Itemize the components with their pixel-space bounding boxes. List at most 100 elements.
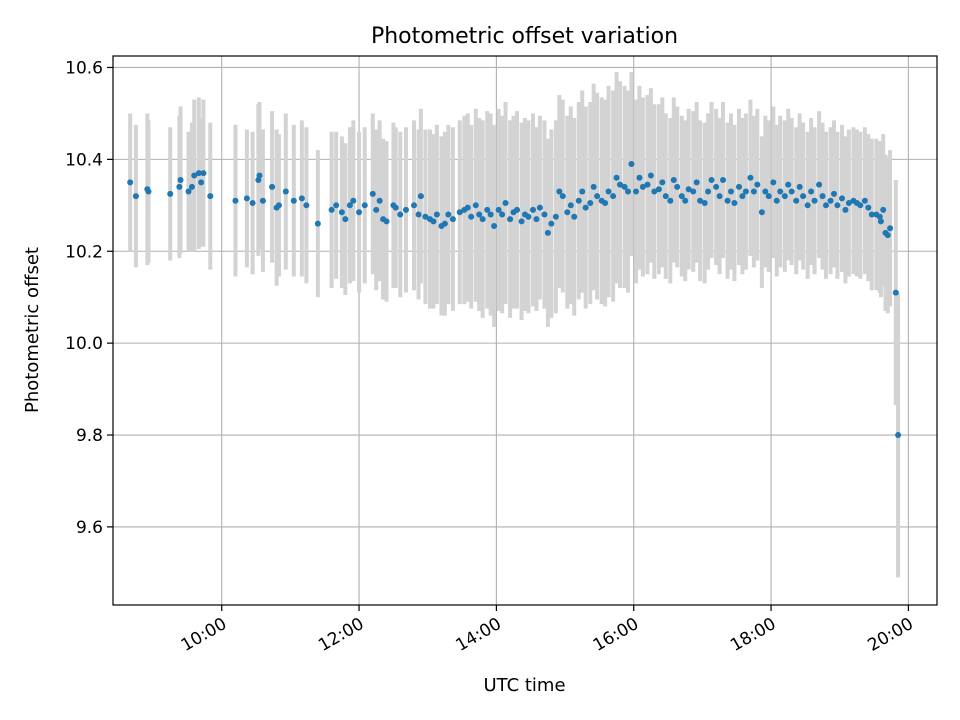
data-point [507, 216, 514, 223]
data-point [747, 174, 754, 181]
data-point [705, 188, 712, 195]
data-point [731, 200, 738, 207]
data-point [697, 197, 704, 204]
data-point [644, 181, 651, 188]
data-point [625, 188, 631, 195]
data-point [132, 193, 139, 200]
y-tick-label: 10.0 [65, 334, 103, 354]
data-point [145, 188, 152, 195]
data-point [361, 202, 368, 209]
data-point [659, 179, 666, 186]
data-point [816, 181, 823, 188]
data-points [127, 160, 902, 439]
data-point [693, 179, 700, 186]
data-point [827, 197, 834, 204]
data-point [719, 177, 726, 184]
data-point [464, 204, 471, 211]
data-point [728, 188, 734, 195]
data-point [441, 220, 448, 227]
data-point [587, 200, 594, 207]
data-point [255, 177, 262, 184]
data-point [811, 197, 818, 204]
data-point [670, 177, 677, 184]
data-point [777, 188, 784, 195]
data-point [633, 188, 640, 195]
data-point [594, 193, 601, 200]
data-point [198, 179, 205, 186]
data-point [167, 190, 174, 197]
data-point [269, 183, 276, 190]
data-point [842, 206, 849, 213]
data-point [796, 183, 803, 190]
data-point [356, 209, 363, 216]
data-point [708, 177, 715, 184]
data-point [369, 190, 376, 197]
data-point [422, 213, 429, 220]
data-point [845, 200, 852, 207]
data-point [575, 197, 582, 204]
data-point [834, 202, 841, 209]
data-point [605, 188, 612, 195]
data-point [303, 202, 310, 209]
data-point [639, 183, 646, 190]
data-point [819, 193, 826, 200]
data-point [571, 213, 578, 220]
data-point [456, 209, 463, 216]
data-point [773, 197, 780, 204]
data-point [417, 193, 424, 200]
data-point [259, 197, 266, 204]
data-point [667, 197, 674, 204]
y-tick-label: 9.8 [76, 426, 103, 446]
data-point [636, 174, 643, 181]
data-point [750, 188, 757, 195]
data-point [346, 202, 353, 209]
data-point [328, 206, 335, 213]
data-point [433, 211, 440, 218]
data-point [831, 190, 837, 197]
y-tick-label: 10.6 [65, 58, 103, 78]
data-point [822, 202, 829, 209]
data-point [541, 211, 548, 218]
data-point [176, 183, 183, 190]
data-point [685, 186, 692, 193]
data-point [556, 188, 563, 195]
data-point [808, 188, 815, 195]
data-point [884, 232, 891, 239]
data-point [495, 206, 502, 213]
data-point [243, 195, 250, 202]
data-point [530, 206, 537, 213]
data-point [613, 174, 620, 181]
data-point [127, 179, 134, 186]
data-point [314, 220, 321, 227]
data-point [800, 193, 807, 200]
data-point [415, 211, 422, 218]
data-point [739, 193, 746, 200]
data-point [256, 172, 263, 179]
data-point [621, 183, 628, 190]
data-point [536, 204, 543, 211]
data-point [651, 188, 658, 195]
data-point [892, 289, 899, 296]
data-point [701, 200, 708, 207]
data-point [402, 206, 409, 213]
data-point [682, 197, 689, 204]
data-point [472, 202, 479, 209]
data-point [655, 186, 662, 193]
data-point [880, 206, 887, 213]
data-point [716, 193, 723, 200]
data-point [754, 181, 761, 188]
data-point [338, 209, 345, 216]
data-point [445, 211, 452, 218]
data-point [785, 181, 792, 188]
data-point [762, 188, 769, 195]
data-point [628, 160, 635, 167]
data-point [249, 200, 256, 207]
data-point [376, 197, 383, 204]
data-point [533, 216, 540, 223]
data-point [736, 183, 743, 190]
data-point [770, 179, 777, 186]
data-point [678, 193, 685, 200]
data-point [191, 172, 198, 179]
